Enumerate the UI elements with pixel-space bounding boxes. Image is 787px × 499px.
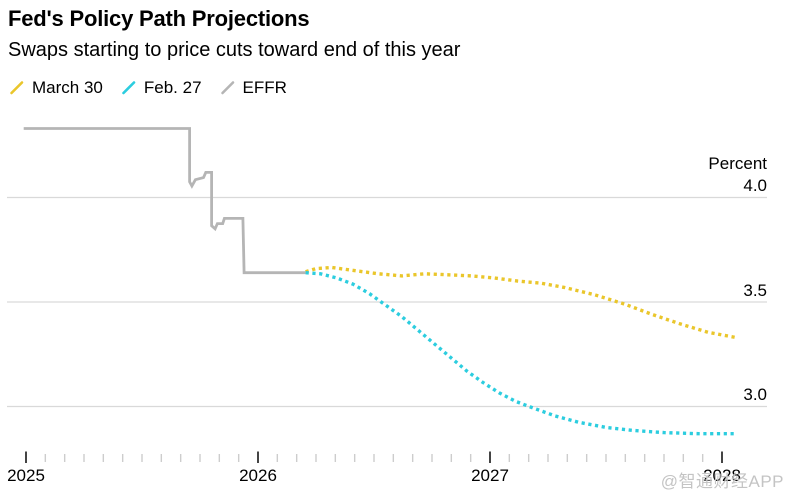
feb27-line [305, 271, 736, 436]
y-tick-label-4.0: 4.0 [743, 176, 767, 195]
y-axis-title: Percent [708, 154, 767, 173]
legend-item-march30: March 30 [9, 78, 103, 98]
page-title: Fed's Policy Path Projections [8, 6, 310, 31]
y-tick-label-3.0: 3.0 [743, 385, 767, 404]
x-tick-label-2027: 2027 [471, 466, 509, 485]
legend-label-effr: EFFR [242, 78, 287, 97]
march30-line-icon [10, 81, 24, 95]
legend-label-march30: March 30 [32, 78, 103, 97]
y-tick-label-3.5: 3.5 [743, 280, 767, 300]
legend-label-feb27: Feb. 27 [143, 78, 202, 97]
legend-item-feb27: Feb. 27 [121, 78, 202, 98]
effr-line-icon [220, 81, 234, 95]
x-tick-label-2026: 2026 [239, 466, 277, 485]
x-tick-label-2028: 2028 [703, 466, 741, 485]
legend-item-effr: EFFR [220, 78, 287, 98]
page-subtitle: Swaps starting to price cuts toward end … [8, 39, 461, 61]
effr-line [23, 127, 306, 275]
march30-line [305, 265, 737, 340]
x-tick-label-2025: 2025 [7, 466, 45, 485]
feb27-line-icon [122, 81, 136, 95]
watermark: @智通财经APP [660, 472, 784, 491]
gridlines [7, 196, 767, 408]
legend: March 30 Feb. 27 EFFR [9, 78, 287, 98]
x-axis-ticks [25, 451, 723, 463]
